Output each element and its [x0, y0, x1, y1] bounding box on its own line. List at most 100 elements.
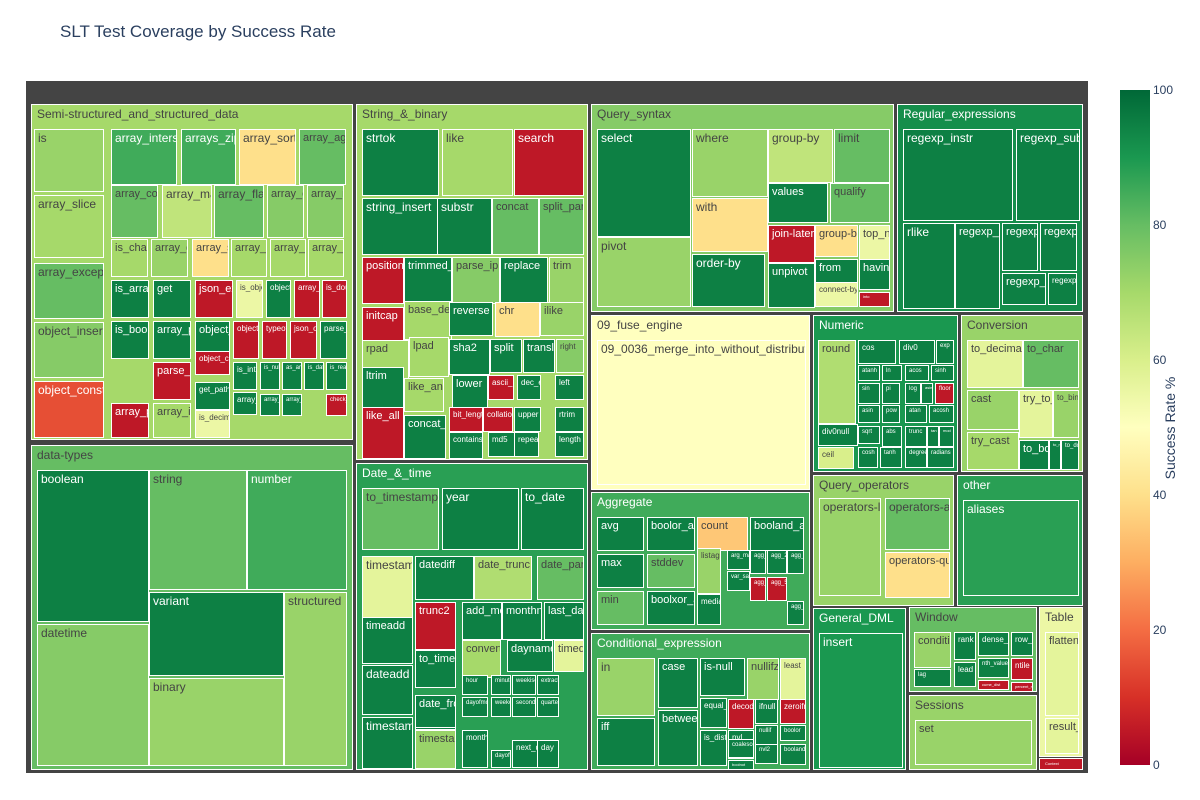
tile-right[interactable]: right [556, 339, 584, 373]
tile-string[interactable]: string [149, 470, 247, 590]
tile-object-insert[interactable]: object_insert [34, 322, 104, 378]
tile-regexp-instr[interactable]: regexp_instr [903, 129, 1013, 221]
tile-add-months[interactable]: add_months [462, 602, 502, 640]
tile-ifnull[interactable]: ifnull [755, 699, 778, 724]
tile-convert-timezone[interactable]: convert_timezone [462, 640, 501, 678]
tile-floor[interactable]: floor [935, 383, 954, 404]
tile-case[interactable]: case [658, 658, 698, 708]
tile-array-agg[interactable]: array_agg [299, 129, 346, 185]
tile-is-integer[interactable]: is_integer [233, 362, 257, 390]
tile-log[interactable]: log [905, 383, 921, 404]
tile-array-sort[interactable]: array_sort [239, 129, 296, 185]
tile-sinh[interactable]: sinh [931, 365, 954, 381]
tile-get[interactable]: get [153, 280, 191, 318]
tile-is-distinct[interactable]: is_distinct [700, 730, 727, 766]
tile-agg-3[interactable]: agg_3 [787, 550, 804, 574]
tile-aliases[interactable]: aliases [963, 500, 1079, 596]
tile-trunc[interactable]: trunc [905, 426, 927, 447]
tile-is-decimal[interactable]: is_decimal [195, 410, 230, 438]
tile-monthname[interactable]: monthname [502, 602, 542, 640]
tile-count[interactable]: count [697, 517, 748, 551]
tile-values[interactable]: values [768, 183, 828, 223]
tile-split[interactable]: split [490, 339, 522, 373]
tile-div0[interactable]: div0 [899, 340, 935, 364]
tile-regexp-substr-all[interactable]: regexp_substr_all [955, 223, 1000, 309]
tile-date-from-parts[interactable]: date_from_parts [415, 695, 456, 728]
tile-is-date[interactable]: is_date [304, 362, 324, 390]
tile-to-decimal[interactable]: to_decimal [967, 340, 1023, 388]
tile-sin[interactable]: sin [858, 383, 880, 404]
tile-iff[interactable]: iff [597, 718, 655, 766]
tile-day[interactable]: day [537, 740, 559, 768]
tile-array-remove-at[interactable]: array_remove_at [231, 239, 267, 277]
tile-pivot[interactable]: pivot [597, 237, 691, 307]
tile-set[interactable]: set [915, 720, 1032, 765]
tile-trim[interactable]: trim [549, 257, 584, 304]
tile-regexp[interactable]: regexp [1002, 223, 1038, 271]
tile-get-path[interactable]: get_path [195, 382, 230, 410]
tile-to-date[interactable]: to_date [521, 488, 584, 550]
tile-parse-json[interactable]: parse_json [153, 362, 191, 400]
tile-array-remove[interactable]: array_remove [308, 239, 344, 277]
tile-base-decode-string[interactable]: base_decode_string [404, 301, 452, 340]
tile-group-by-grouping-sets[interactable]: group-by-grouping-sets [815, 225, 858, 257]
tile-decode[interactable]: decode [728, 699, 754, 729]
tile-boolean[interactable]: boolean [37, 470, 149, 622]
tile-group-by[interactable]: group-by [768, 129, 833, 183]
tile-array-intersection[interactable]: array_intersection [111, 129, 177, 185]
tile-object-delete[interactable]: object_delete [233, 321, 259, 359]
tile-ceil[interactable]: ceil [818, 447, 854, 469]
tile-dayofmonth[interactable]: dayofmonth [462, 697, 488, 717]
group-context[interactable]: Context [1039, 758, 1083, 770]
tile-position[interactable]: position [362, 257, 404, 304]
tile-mod[interactable]: mod [939, 426, 954, 447]
tile-lower[interactable]: lower [452, 375, 488, 410]
tile-array-construct[interactable]: array_construct [267, 185, 304, 238]
tile-operators-logical[interactable]: operators-logical [819, 498, 881, 596]
tile-month[interactable]: month [462, 730, 488, 768]
tile-where[interactable]: where [692, 129, 768, 197]
tile-timediff[interactable]: timediff [554, 640, 584, 672]
tile-array-distinct[interactable]: array_distinct [151, 239, 188, 277]
tile-reverse[interactable]: reverse [449, 302, 493, 336]
group-09-fuse-engine[interactable]: 09_fuse_engine 09_0036_merge_into_without… [591, 315, 810, 490]
tile-array-size[interactable]: array_size [192, 239, 229, 277]
tile-year[interactable]: year [442, 488, 519, 550]
tile-tanh[interactable]: tanh [880, 447, 902, 468]
tile-in[interactable]: in [597, 658, 655, 716]
tile-booland[interactable]: booland [780, 744, 806, 765]
tile-agg-1[interactable]: agg_1 [750, 550, 766, 574]
tile-array-prepend[interactable]: array_prepend [153, 321, 191, 359]
tile-typeof[interactable]: typeof [262, 321, 287, 359]
tile-structured[interactable]: structured [284, 592, 347, 766]
tile-array-flatten[interactable]: array_flatten [214, 185, 264, 238]
tile-parse-xml[interactable]: parse_xml [320, 321, 347, 359]
group-string-binary[interactable]: String_&_binary strtok like search string_in… [356, 104, 588, 460]
tile-concat-ws[interactable]: concat_ws [404, 415, 446, 459]
tile-length[interactable]: length [555, 432, 584, 457]
tile-array-slice[interactable]: array_slice [34, 195, 104, 258]
tile-boolor[interactable]: boolor [780, 725, 806, 741]
tile-to-time[interactable]: to_time [415, 650, 456, 688]
group-data-types[interactable]: data-types boolean string number variant stru… [31, 445, 353, 770]
tile-sha2[interactable]: sha2 [449, 339, 490, 375]
tile-contains[interactable]: contains [449, 432, 483, 459]
tile-timestampadd[interactable]: timestampadd [362, 717, 413, 769]
tile-nth-value[interactable]: nth_value [978, 658, 1009, 678]
tile-object-keys[interactable]: object_keys [266, 280, 291, 318]
tile-array-insert[interactable]: array_insert [153, 403, 191, 438]
tile-timestampdiff[interactable]: timestampdiff [415, 730, 456, 769]
tile-abs[interactable]: abs [882, 426, 902, 447]
tile-boolxor-agg[interactable]: boolxor_agg [647, 591, 695, 625]
tile-rlike[interactable]: rlike [903, 223, 955, 309]
tile-conditional-true-event[interactable]: conditional_true_event [914, 632, 951, 668]
tile-var-samp[interactable]: var_samp [727, 571, 750, 591]
tile-minute[interactable]: minute [491, 675, 511, 695]
group-sessions[interactable]: Sessions set [909, 695, 1037, 770]
tile-lpad[interactable]: lpad [409, 337, 449, 377]
tile-like[interactable]: like [442, 129, 513, 196]
tile-replace[interactable]: replace [500, 257, 548, 304]
tile-extract[interactable]: extract [537, 675, 559, 695]
tile-degrees[interactable]: degrees [905, 447, 927, 468]
tile-dayname[interactable]: dayname [507, 640, 553, 672]
